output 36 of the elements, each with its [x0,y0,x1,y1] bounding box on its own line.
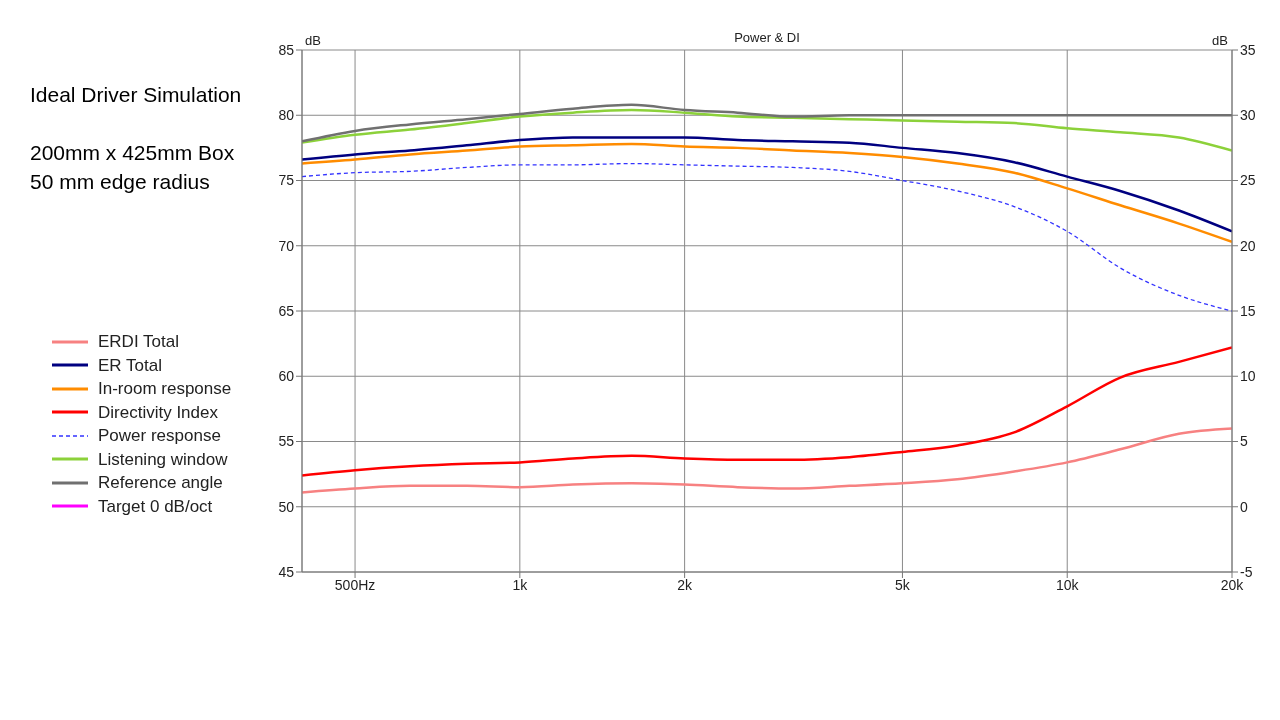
x-tick-label: 2k [677,576,693,593]
y-tick-label: 60 [278,368,295,385]
x-tick-label: 500Hz [334,576,376,593]
y2-tick-label: 35 [1240,41,1256,58]
x-tick-label: 10k [1055,576,1080,593]
legend-label: Power response [98,425,221,447]
y2-axis-title: dB [1212,33,1228,48]
y-tick-label: 85 [278,41,295,58]
y-axis-title: dB [305,33,321,48]
y2-tick-label: 30 [1240,107,1256,124]
legend-label: Target 0 dB/oct [98,495,213,518]
y-tick-label: 70 [278,237,295,254]
text: Ideal Driver Simulation [30,82,242,108]
y2-tick-label: 15 [1240,302,1256,319]
legend-label: ER Total [98,354,162,377]
y2-tick-label: 5 [1240,433,1248,450]
y-tick-label: 65 [278,302,295,319]
y-tick-label: 50 [278,498,295,515]
legend-label: Reference angle [98,472,223,494]
legend-label: ERDI Total [98,331,179,353]
y-tick-label: 55 [278,433,295,450]
x-tick-label: 5k [895,576,911,593]
y2-tick-label: 0 [1240,498,1248,515]
y2-tick-label: 20 [1240,237,1256,254]
y2-tick-label: 10 [1240,368,1256,385]
x-tick-label: 1k [512,576,529,593]
y2-tick-label: 25 [1240,172,1256,189]
y-tick-label: 80 [278,107,295,124]
y-tick-label: 75 [278,172,295,189]
text: 200mm x 425mm Box [30,140,236,166]
chart-title: Power & DI [734,30,800,45]
y-tick-label: 45 [278,563,295,580]
legend-label: In-room response [98,378,232,400]
legend-label: Listening window [98,448,228,471]
legend-label: Directivity Index [98,401,218,424]
text: 50 mm edge radius [30,169,211,195]
